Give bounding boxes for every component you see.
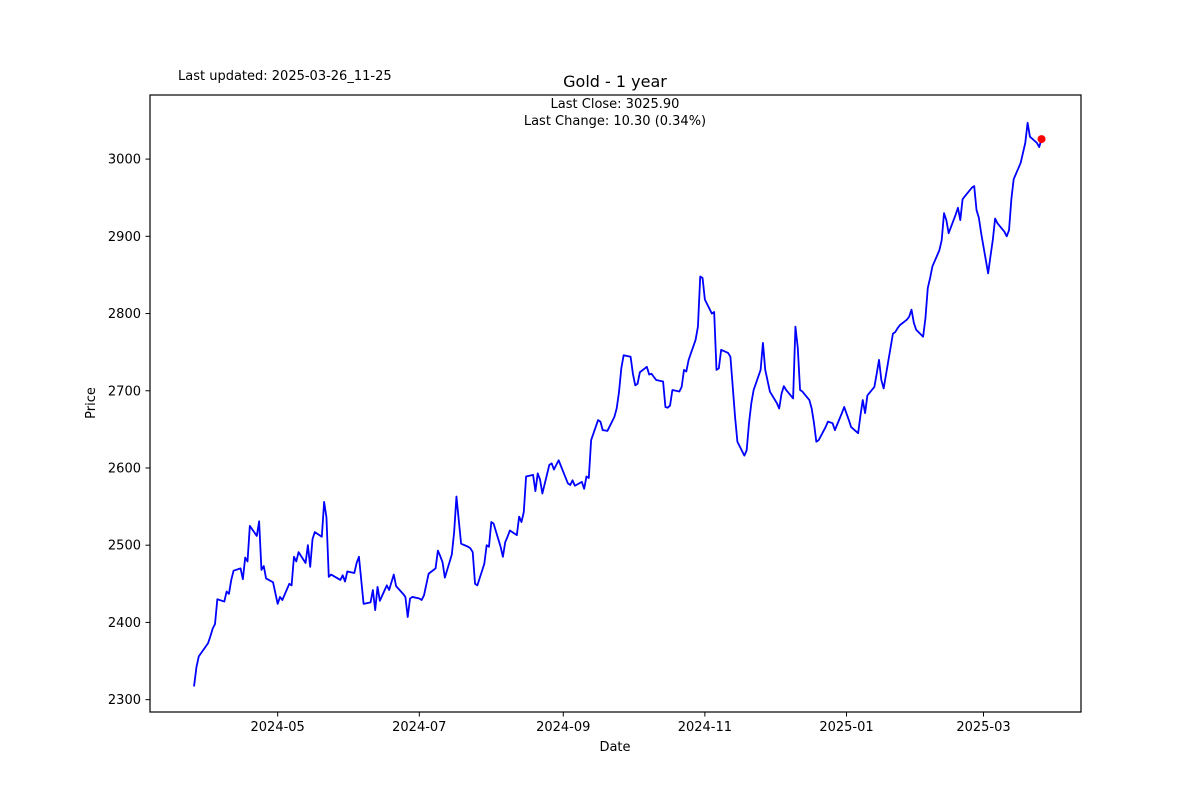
price-line bbox=[193, 121, 1043, 687]
last-price-marker bbox=[1037, 135, 1046, 144]
y-tick-label: 2300 bbox=[108, 693, 141, 708]
x-axis-label: Date bbox=[599, 740, 630, 755]
x-tick-label: 2025-03 bbox=[956, 720, 1010, 735]
x-axis-ticks: 2024-05 2024-07 2024-09 2024-11 2025-01 2025-… bbox=[251, 712, 1011, 735]
last-updated-text: Last updated: 2025-03-26_11-25 bbox=[178, 69, 392, 84]
x-tick-label: 2024-09 bbox=[536, 720, 590, 735]
x-tick-label: 2025-01 bbox=[819, 720, 873, 735]
x-tick-label: 2024-07 bbox=[392, 720, 446, 735]
y-tick-label: 3000 bbox=[108, 153, 141, 168]
y-tick-label: 2600 bbox=[108, 461, 141, 476]
y-axis-label: Price bbox=[84, 387, 99, 419]
y-tick-label: 2700 bbox=[108, 384, 141, 399]
y-tick-label: 2800 bbox=[108, 307, 141, 322]
price-series bbox=[193, 121, 1046, 687]
x-tick-label: 2024-11 bbox=[678, 720, 732, 735]
y-tick-label: 2900 bbox=[108, 230, 141, 245]
chart-title: Gold - 1 year bbox=[563, 72, 667, 91]
last-change-annotation: Last Change: 10.30 (0.34%) bbox=[524, 114, 706, 129]
plot-area bbox=[149, 94, 1082, 713]
y-axis-ticks: 2300 2400 2500 2600 2700 2800 2900 3000 bbox=[108, 153, 150, 708]
last-close-annotation: Last Close: 3025.90 bbox=[551, 97, 680, 112]
y-tick-label: 2400 bbox=[108, 616, 141, 631]
x-tick-label: 2024-05 bbox=[251, 720, 305, 735]
y-tick-label: 2500 bbox=[108, 539, 141, 554]
